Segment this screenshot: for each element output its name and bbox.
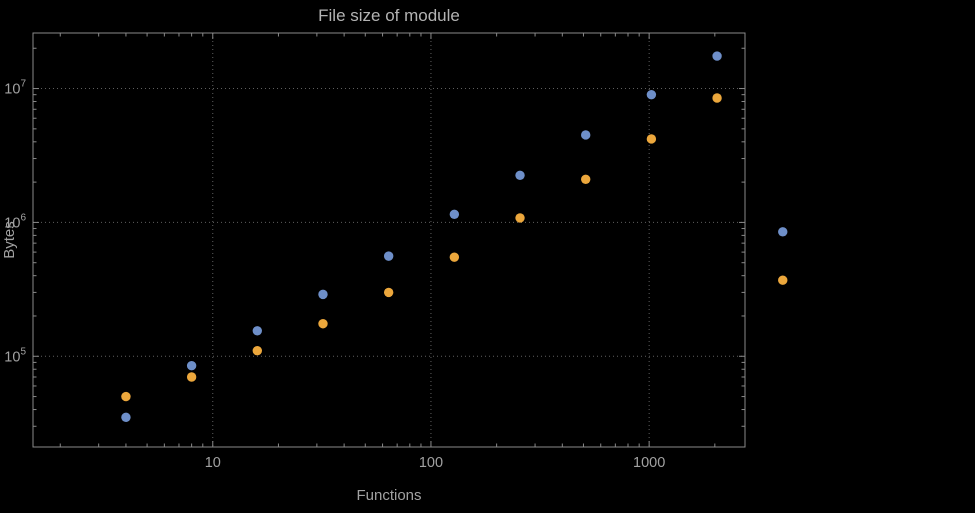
data-point-series-1 — [778, 227, 788, 237]
plot-frame — [32, 32, 746, 448]
data-point-series-1 — [318, 289, 328, 300]
data-point-series-1 — [186, 361, 197, 371]
data-point-series-2 — [778, 275, 788, 285]
data-point-series-1 — [252, 326, 263, 336]
data-point-series-1 — [646, 89, 657, 100]
data-point-series-1 — [383, 251, 394, 261]
data-point-series-2 — [318, 319, 328, 329]
data-point-series-2 — [383, 287, 394, 298]
data-point-series-1 — [121, 412, 131, 423]
y-tick-label: 106 — [4, 212, 26, 231]
data-point-series-2 — [449, 252, 460, 262]
data-point-series-2 — [121, 391, 131, 402]
data-point-series-2 — [581, 174, 591, 184]
data-point-series-1 — [581, 130, 591, 140]
data-point-series-2 — [712, 93, 722, 103]
x-axis-label: Functions — [356, 487, 422, 504]
data-point-series-1 — [515, 170, 525, 180]
data-point-series-2 — [186, 372, 197, 382]
x-tick-label: 10 — [205, 455, 221, 471]
data-point-series-2 — [646, 134, 657, 144]
y-tick-label: 105 — [4, 346, 26, 365]
data-point-series-2 — [515, 213, 525, 223]
data-point-series-2 — [252, 346, 263, 356]
data-point-series-1 — [712, 51, 722, 61]
data-point-series-1 — [449, 209, 460, 219]
chart-title: File size of module — [318, 6, 460, 25]
x-tick-label: 100 — [419, 455, 443, 471]
y-tick-label: 107 — [4, 79, 26, 98]
x-tick-label: 1000 — [633, 455, 665, 471]
